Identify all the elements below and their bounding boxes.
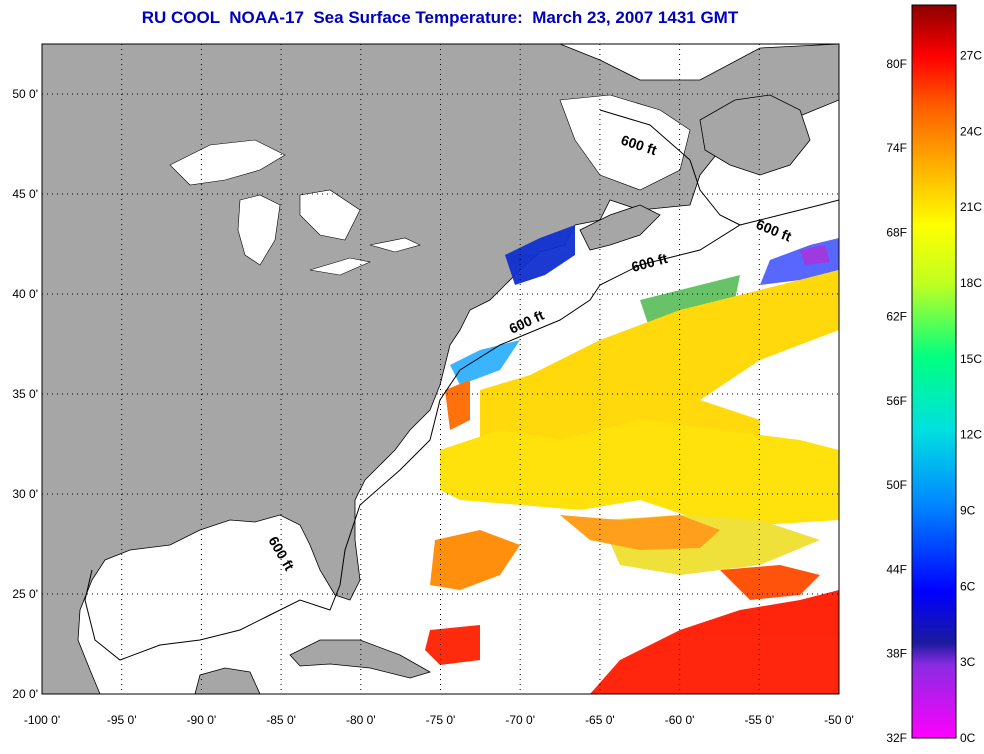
colorbar-fahrenheit-label: 56F: [886, 394, 907, 408]
colorbar-fahrenheit-label: 50F: [886, 478, 907, 492]
colorbar-fahrenheit-label: 80F: [886, 57, 907, 71]
colorbar-celsius-label: 24C: [960, 124, 982, 138]
lake-erie-ontario: [309, 237, 421, 276]
colorbar-fahrenheit-label: 74F: [886, 141, 907, 155]
colorbar-celsius-label: 18C: [960, 276, 982, 290]
map-frame: [41, 43, 840, 695]
land-cuba: [289, 639, 432, 679]
colorbar-celsius-label: 6C: [960, 579, 976, 593]
y-tick-label: 40 0': [12, 287, 38, 301]
y-tick-label: 35 0': [12, 387, 38, 401]
x-tick-label: -70 0': [505, 713, 535, 727]
colorbar-ticks: 27C 24C 21C 18C 15C 12C 9C 6C 3C 0C 80F 74F 68F 62F 56…: [886, 49, 982, 745]
x-tick-label: -100 0': [24, 713, 60, 727]
lake-superior: [169, 139, 286, 186]
colorbar-fahrenheit-label: 62F: [886, 310, 907, 324]
land-newfoundland: [699, 94, 811, 176]
lake-michigan-huron: [237, 189, 361, 266]
y-tick-label: 30 0': [12, 487, 38, 501]
x-tick-label: -90 0': [187, 713, 217, 727]
colorbar-celsius-label: 27C: [960, 49, 982, 63]
colorbar-celsius-label: 21C: [960, 200, 982, 214]
y-tick-label: 20 0': [12, 687, 38, 701]
x-tick-label: -60 0': [665, 713, 695, 727]
land-nova-scotia: [579, 204, 661, 251]
colorbar-celsius-label: 15C: [960, 352, 982, 366]
colorbar-celsius-label: 3C: [960, 655, 976, 669]
x-tick-label: -50 0': [824, 713, 854, 727]
y-tick-label: 45 0': [12, 187, 38, 201]
x-tick-label: -65 0': [585, 713, 615, 727]
colorbar-fahrenheit-label: 44F: [886, 562, 907, 576]
colorbar-fahrenheit-label: 38F: [886, 647, 907, 661]
x-tick-label: -55 0': [744, 713, 774, 727]
colorbar: [911, 4, 957, 739]
colorbar-celsius-label: 9C: [960, 504, 976, 518]
land-yucatan: [194, 667, 261, 694]
colorbar-celsius-label: 0C: [960, 731, 976, 745]
x-tick-label: -80 0': [346, 713, 376, 727]
x-tick-label: -95 0': [107, 713, 137, 727]
colorbar-fahrenheit-label: 32F: [886, 731, 907, 745]
x-tick-label: -75 0': [426, 713, 456, 727]
contour-600ft-north: [599, 109, 741, 226]
y-tick-label: 50 0': [12, 87, 38, 101]
x-tick-label: -85 0': [266, 713, 296, 727]
x-axis-ticks: -100 0' -95 0' -90 0' -85 0' -80 0' -75 0' -70…: [24, 713, 854, 727]
colorbar-celsius-label: 12C: [960, 428, 982, 442]
colorbar-fahrenheit-label: 68F: [886, 225, 907, 239]
y-tick-label: 25 0': [12, 587, 38, 601]
sst-data: [425, 225, 839, 694]
y-axis-ticks: 20 0' 25 0' 30 0' 35 0' 40 0' 45 0' 50 0': [12, 87, 38, 701]
page-title: RU COOL NOAA-17 Sea Surface Temperature:…: [141, 8, 739, 27]
